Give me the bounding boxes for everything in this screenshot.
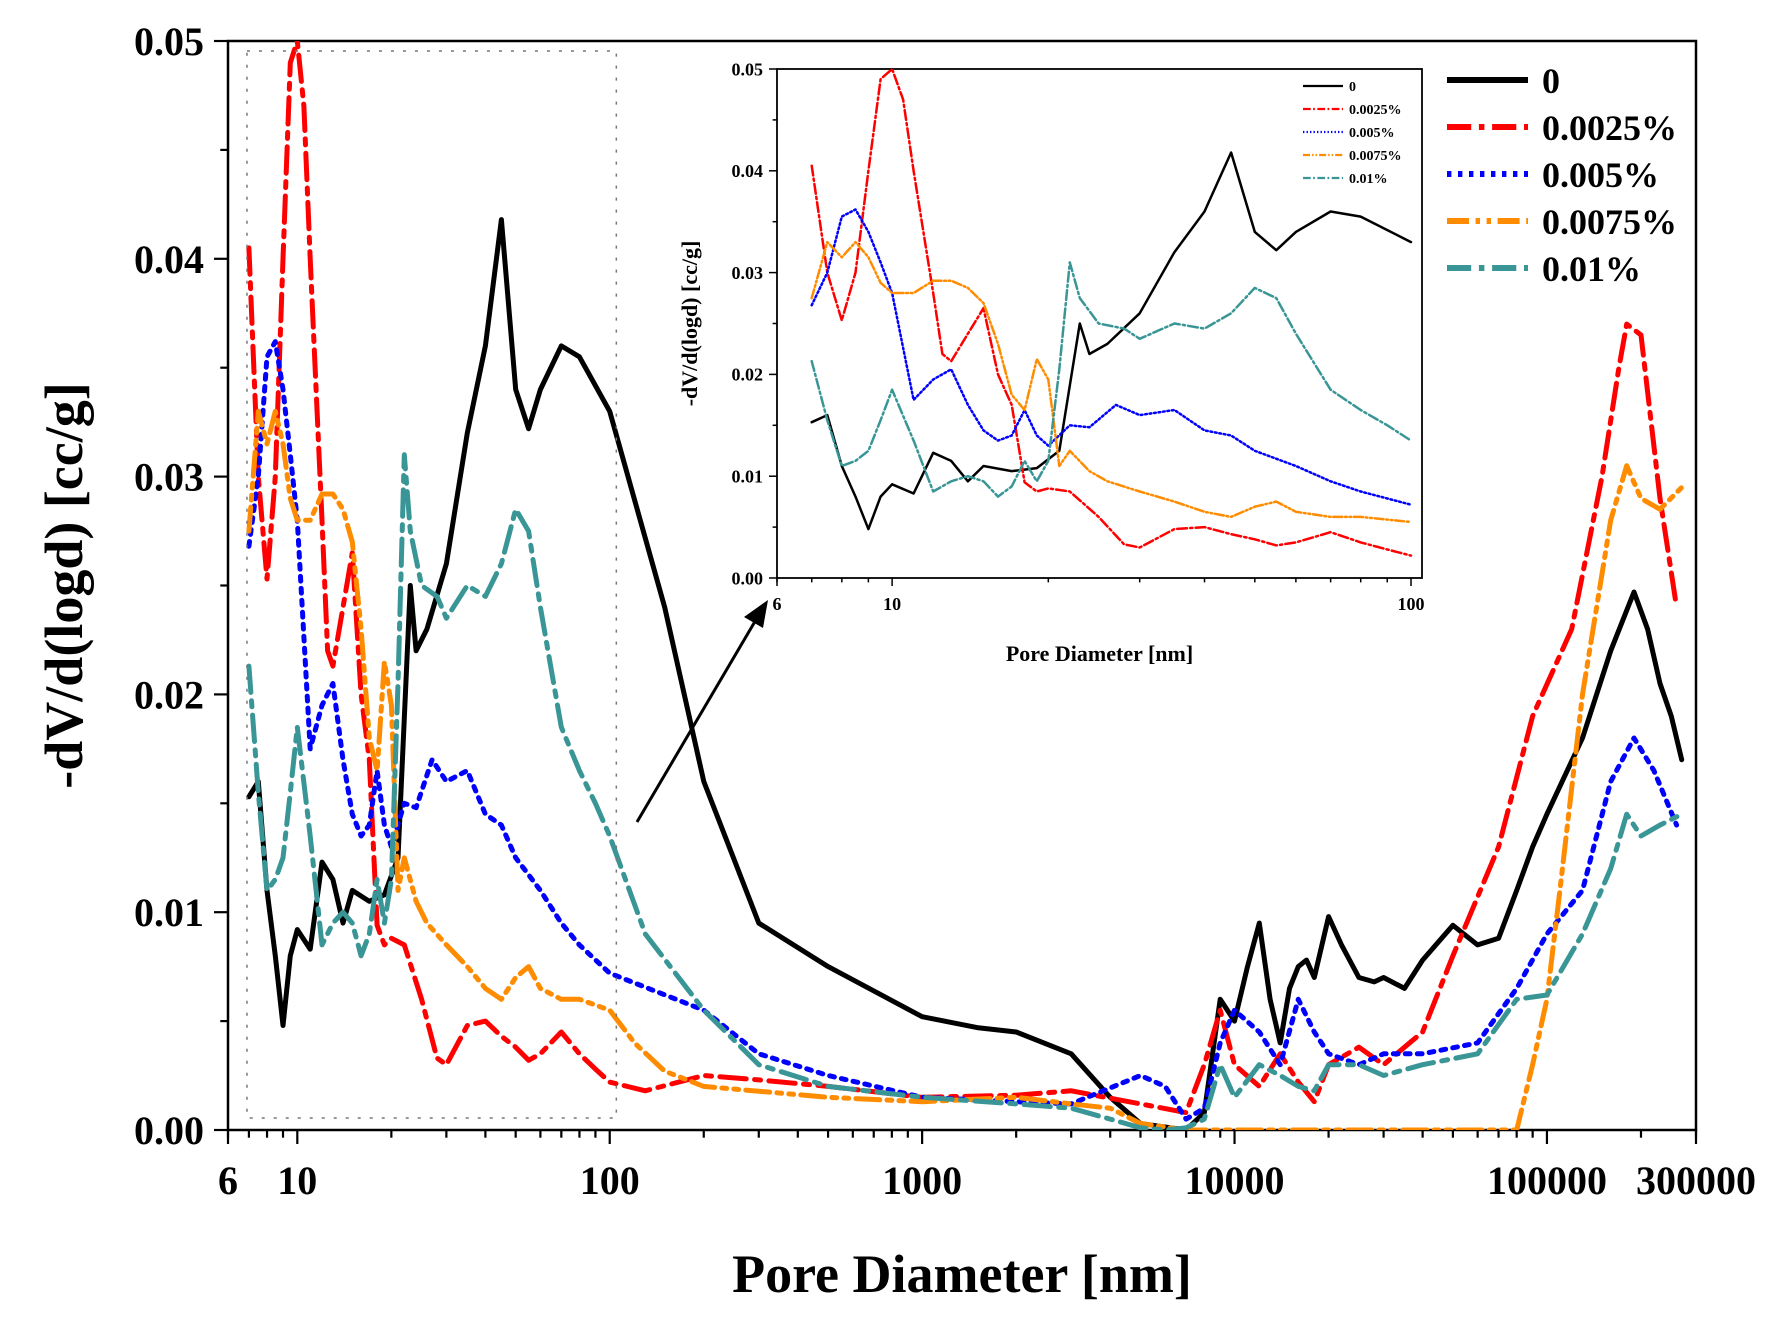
legend-label: 0.005% bbox=[1542, 155, 1659, 195]
main-series-line bbox=[246, 41, 1680, 1116]
inset-series-group bbox=[810, 69, 1413, 557]
inset-series-line bbox=[810, 69, 1413, 557]
main-xtick-label: 1000 bbox=[882, 1158, 962, 1203]
main-ytick-label: 0.03 bbox=[134, 455, 204, 500]
main-series-line bbox=[246, 452, 1685, 1130]
inset-xtick-label: 100 bbox=[1398, 594, 1425, 614]
main-x-axis-title: Pore Diameter [nm] bbox=[732, 1244, 1192, 1304]
main-xtick-label: 6 bbox=[218, 1158, 238, 1203]
legend-label: 0 bbox=[1542, 61, 1560, 101]
main-ytick-label: 0.05 bbox=[134, 19, 204, 64]
inset-x-axis-title: Pore Diameter [nm] bbox=[1006, 641, 1193, 666]
inset-legend-label: 0 bbox=[1349, 80, 1356, 95]
main-xtick-label: 100 bbox=[580, 1158, 640, 1203]
inset-xtick-label: 6 bbox=[773, 594, 782, 614]
main-ytick-label: 0.02 bbox=[134, 672, 204, 717]
inset-legend-label: 0.0025% bbox=[1349, 103, 1402, 118]
main-xtick-label: 100000 bbox=[1487, 1158, 1607, 1203]
inset-ytick-label: 0.04 bbox=[732, 161, 764, 181]
main-series-line bbox=[246, 339, 1680, 1122]
inset-xtick-label: 10 bbox=[883, 594, 901, 614]
inset-legend-label: 0.0075% bbox=[1349, 149, 1402, 164]
main-ytick-label: 0.01 bbox=[134, 890, 204, 935]
legend-label: 0.0025% bbox=[1542, 108, 1677, 148]
main-xtick-label: 10000 bbox=[1185, 1158, 1285, 1203]
arrow-shaft bbox=[635, 617, 759, 823]
zoom-region-box bbox=[246, 50, 618, 1119]
zoom-arrow bbox=[635, 600, 768, 823]
main-ytick-label: 0.00 bbox=[134, 1108, 204, 1153]
inset-series-line bbox=[810, 261, 1413, 498]
arrow-head bbox=[744, 600, 768, 628]
legend-label: 0.01% bbox=[1542, 249, 1641, 289]
inset-legend-label: 0.005% bbox=[1349, 126, 1395, 141]
inset-ytick-label: 0.00 bbox=[732, 568, 764, 588]
main-ytick-label: 0.04 bbox=[134, 237, 204, 282]
inset-y-axis-title: -dV/d(logd) [cc/g] bbox=[677, 241, 702, 407]
main-series-line bbox=[246, 408, 1685, 1130]
inset-ytick-label: 0.03 bbox=[732, 263, 764, 283]
zoom-region-rect bbox=[246, 50, 618, 1119]
main-xtick-label: 300000 bbox=[1636, 1158, 1756, 1203]
main-y-axis-title: -dV/d(logd) [cc/g] bbox=[34, 382, 94, 788]
main-legend: 0 0.0025% 0.005% 0.0075% 0.01% bbox=[1447, 61, 1677, 289]
inset-ytick-label: 0.05 bbox=[732, 59, 764, 79]
inset-ytick-label: 0.02 bbox=[732, 365, 764, 385]
inset-ytick-label: 0.01 bbox=[732, 467, 764, 487]
inset-series-line bbox=[810, 240, 1413, 524]
main-series-line bbox=[246, 217, 1685, 1130]
main-series-group bbox=[246, 41, 1685, 1130]
inset-plot: 0.00 0.01 0.02 0.03 0.04 0.05 6 10 100 Pore Diame… bbox=[677, 59, 1425, 666]
legend-label: 0.0075% bbox=[1542, 202, 1677, 242]
inset-legend-label: 0.01% bbox=[1349, 172, 1388, 187]
main-xtick-label: 10 bbox=[277, 1158, 317, 1203]
